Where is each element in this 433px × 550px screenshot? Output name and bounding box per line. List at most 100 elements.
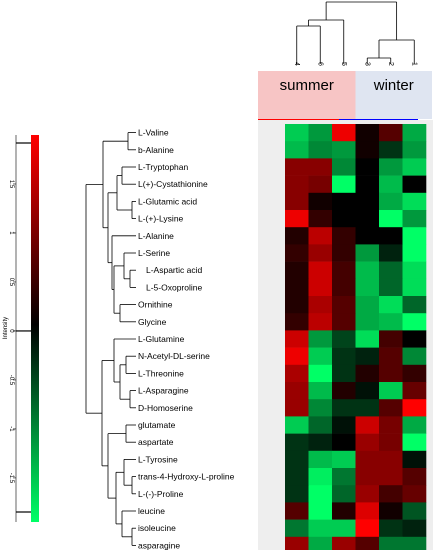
heatmap-cell	[379, 227, 403, 245]
heatmap-cell	[332, 296, 356, 314]
heatmap-cell	[308, 124, 333, 142]
heatmap-cell	[355, 347, 380, 366]
heatmap-cell	[355, 364, 380, 383]
heatmap-cell	[379, 399, 403, 417]
heatmap-cell	[379, 450, 403, 469]
heatmap-cell	[402, 536, 427, 550]
row-label: asparagine	[138, 540, 180, 550]
row-label: L-Asparagine	[138, 386, 189, 396]
heatmap-cell	[355, 485, 380, 503]
heatmap-cell	[308, 399, 333, 417]
heatmap-cell	[285, 399, 309, 417]
heatmap-cell	[379, 210, 403, 228]
heatmap-cell	[355, 141, 380, 159]
colorbar-axis-label: Intensity	[3, 317, 9, 339]
row-labels: L-Valine b-Alanine L-Tryptophan L(+)-Cystat…	[138, 128, 235, 550]
row-label: Glycine	[138, 317, 167, 327]
heatmap-cell	[402, 468, 427, 486]
heatmap-cell	[308, 296, 333, 314]
heatmap-cell	[355, 468, 380, 486]
heatmap-cell	[402, 192, 427, 211]
row-label: L-(-)-Proline	[138, 489, 184, 499]
heatmap-cell	[332, 416, 356, 434]
row-label: trans-4-Hydroxy-L-proline	[138, 472, 235, 482]
heatmap-cell	[355, 416, 380, 434]
heatmap-cell	[402, 175, 427, 194]
heatmap-cell	[308, 468, 333, 486]
heatmap-cell	[402, 210, 427, 228]
heatmap-cell	[285, 210, 309, 228]
heatmap-cell	[308, 244, 333, 262]
column-label: 2	[387, 62, 394, 66]
heatmap-cell	[355, 330, 380, 348]
heatmap-cell	[285, 227, 309, 245]
heatmap-cell	[308, 227, 333, 245]
heatmap-cell	[332, 210, 356, 228]
row-label: L-Tyrosine	[138, 454, 178, 464]
heatmap-cell	[285, 261, 309, 280]
heatmap-cell	[285, 278, 309, 297]
heatmap-cell	[285, 347, 309, 366]
colorbar-tick-label: 0.5	[8, 278, 14, 287]
heatmap-cell	[355, 313, 380, 331]
heatmap-cell	[379, 141, 403, 159]
heatmap-cell	[308, 450, 333, 469]
row-label: L-Aspartic acid	[146, 265, 202, 275]
heatmap-cell	[308, 330, 333, 348]
heatmap-cell	[355, 244, 380, 262]
heatmap-cell	[379, 124, 403, 142]
heatmap-cell	[332, 227, 356, 245]
heatmap-cell	[332, 192, 356, 211]
row-label: L-Alanine	[138, 231, 174, 241]
row-label: b-Alanine	[138, 145, 174, 155]
heatmap-cell	[332, 536, 356, 550]
heatmap-cell	[402, 330, 427, 348]
row-label: L-Threonine	[138, 368, 184, 378]
heatmap-cell	[308, 347, 333, 366]
heatmap-cell	[308, 192, 333, 211]
heatmap-cell	[308, 433, 333, 452]
row-label: isoleucine	[138, 523, 176, 533]
heatmap-cell	[332, 278, 356, 297]
heatmap-cell	[379, 347, 403, 366]
heatmap-cell	[355, 433, 380, 452]
colorbar-tick-label: 1.5	[8, 180, 14, 189]
column-label: 6	[316, 62, 323, 66]
heatmap-cell	[379, 382, 403, 400]
heatmap-cell	[379, 278, 403, 297]
heatmap-cell	[402, 364, 427, 383]
heatmap-cell	[379, 416, 403, 434]
colorbar-tick-label: 1	[8, 231, 14, 235]
heatmap-cell	[379, 175, 403, 194]
heatmap-cell	[379, 502, 403, 520]
heatmap-cell	[308, 210, 333, 228]
heatmap-cell	[332, 124, 356, 142]
colorbar-tick-label: -1	[8, 426, 14, 432]
row-label: L-5-Oxoproline	[146, 282, 202, 292]
heatmap-cell	[355, 382, 380, 400]
heatmap-cell	[402, 244, 427, 262]
heatmap-cell	[332, 468, 356, 486]
heatmap-cell	[379, 433, 403, 452]
colorbar: 1.5 1 0.5 0 -0.5 -1 -1.5 Intensity	[3, 135, 39, 522]
colorbar-tick-label: -0.5	[8, 375, 14, 386]
row-label: D-Homoserine	[138, 403, 193, 413]
heatmap-cell	[355, 175, 380, 194]
heatmap-cell	[402, 261, 427, 280]
heatmap-cell	[402, 485, 427, 503]
heatmap-cell	[308, 278, 333, 297]
heatmap-cell	[308, 485, 333, 503]
heatmap-cell	[402, 227, 427, 245]
row-label: N-Acetyl-DL-serine	[138, 351, 210, 361]
row-label: L-Tryptophan	[138, 162, 189, 172]
heatmap-cell	[285, 519, 309, 538]
heatmap-cell	[402, 519, 427, 538]
heatmap-cell	[379, 364, 403, 383]
heatmap-cell	[285, 158, 309, 176]
heatmap-cell	[332, 485, 356, 503]
heatmap-cell	[332, 244, 356, 262]
heatmap-cell	[379, 536, 403, 550]
heatmap-cell	[285, 192, 309, 211]
row-label: glutamate	[138, 420, 176, 430]
heatmap-cell	[308, 519, 333, 538]
